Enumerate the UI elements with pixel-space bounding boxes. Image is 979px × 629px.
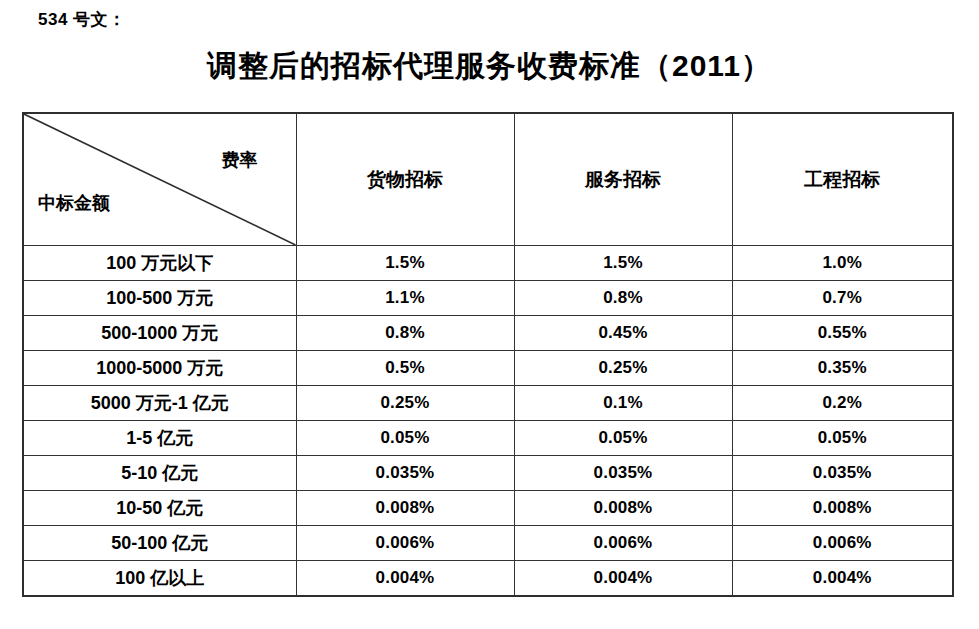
amount-range-label: 1000-5000 万元 [23,351,296,386]
fee-rate-value: 0.45% [514,316,732,351]
fee-rate-value: 0.2% [732,386,953,421]
fee-rate-value: 0.006% [732,526,953,561]
amount-range-label: 5-10 亿元 [23,456,296,491]
fee-rate-value: 0.1% [514,386,732,421]
fee-table-body: 100 万元以下1.5%1.5%1.0%100-500 万元1.1%0.8%0.… [23,246,953,596]
fee-rate-value: 0.008% [514,491,732,526]
fee-rate-value: 0.008% [296,491,514,526]
table-row: 1-5 亿元0.05%0.05%0.05% [23,421,953,456]
amount-range-label: 100 万元以下 [23,246,296,281]
table-row: 100-500 万元1.1%0.8%0.7% [23,281,953,316]
amount-range-label: 10-50 亿元 [23,491,296,526]
fee-rate-value: 0.8% [514,281,732,316]
diagonal-divider-line [24,114,296,245]
fee-rate-value: 0.35% [732,351,953,386]
fee-rate-value: 0.05% [514,421,732,456]
corner-label-amount: 中标金额 [38,191,110,215]
fee-rate-value: 0.006% [296,526,514,561]
fee-rate-value: 1.1% [296,281,514,316]
amount-range-label: 500-1000 万元 [23,316,296,351]
column-header-service-bidding: 服务招标 [514,113,732,246]
amount-range-label: 100 亿以上 [23,561,296,596]
fee-rate-value: 0.008% [732,491,953,526]
column-header-goods-bidding: 货物招标 [296,113,514,246]
fee-rate-value: 0.004% [514,561,732,596]
page-title: 调整后的招标代理服务收费标准（2011） [0,46,979,87]
table-row: 5000 万元-1 亿元0.25%0.1%0.2% [23,386,953,421]
column-header-engineering-bidding: 工程招标 [732,113,953,246]
table-row: 1000-5000 万元0.5%0.25%0.35% [23,351,953,386]
fee-rate-value: 1.0% [732,246,953,281]
fee-rate-value: 0.8% [296,316,514,351]
fee-rate-value: 0.5% [296,351,514,386]
fee-rate-value: 0.05% [732,421,953,456]
fee-rate-value: 0.25% [514,351,732,386]
fee-rate-value: 1.5% [514,246,732,281]
fee-rate-value: 0.006% [514,526,732,561]
table-row: 50-100 亿元0.006%0.006%0.006% [23,526,953,561]
doc-ref-label: 534 号文： [38,8,126,31]
fee-rate-value: 0.035% [514,456,732,491]
document-page: 534 号文： 调整后的招标代理服务收费标准（2011） 费率 中标金额 货物招… [0,0,979,629]
corner-label-rate: 费率 [222,148,258,172]
table-row: 5-10 亿元0.035%0.035%0.035% [23,456,953,491]
corner-header-cell: 费率 中标金额 [23,113,296,246]
fee-rate-value: 0.05% [296,421,514,456]
amount-range-label: 1-5 亿元 [23,421,296,456]
fee-rate-value: 0.004% [296,561,514,596]
header-row: 费率 中标金额 货物招标 服务招标 工程招标 [23,113,953,246]
fee-rate-value: 1.5% [296,246,514,281]
fee-rate-value: 0.55% [732,316,953,351]
fee-rate-value: 0.004% [732,561,953,596]
fee-table: 费率 中标金额 货物招标 服务招标 工程招标 100 万元以下1.5%1.5%1… [22,112,954,597]
amount-range-label: 100-500 万元 [23,281,296,316]
amount-range-label: 50-100 亿元 [23,526,296,561]
amount-range-label: 5000 万元-1 亿元 [23,386,296,421]
fee-rate-value: 0.035% [732,456,953,491]
fee-rate-value: 0.7% [732,281,953,316]
table-row: 10-50 亿元0.008%0.008%0.008% [23,491,953,526]
table-row: 100 亿以上0.004%0.004%0.004% [23,561,953,596]
table-row: 100 万元以下1.5%1.5%1.0% [23,246,953,281]
fee-rate-value: 0.035% [296,456,514,491]
fee-rate-value: 0.25% [296,386,514,421]
table-row: 500-1000 万元0.8%0.45%0.55% [23,316,953,351]
